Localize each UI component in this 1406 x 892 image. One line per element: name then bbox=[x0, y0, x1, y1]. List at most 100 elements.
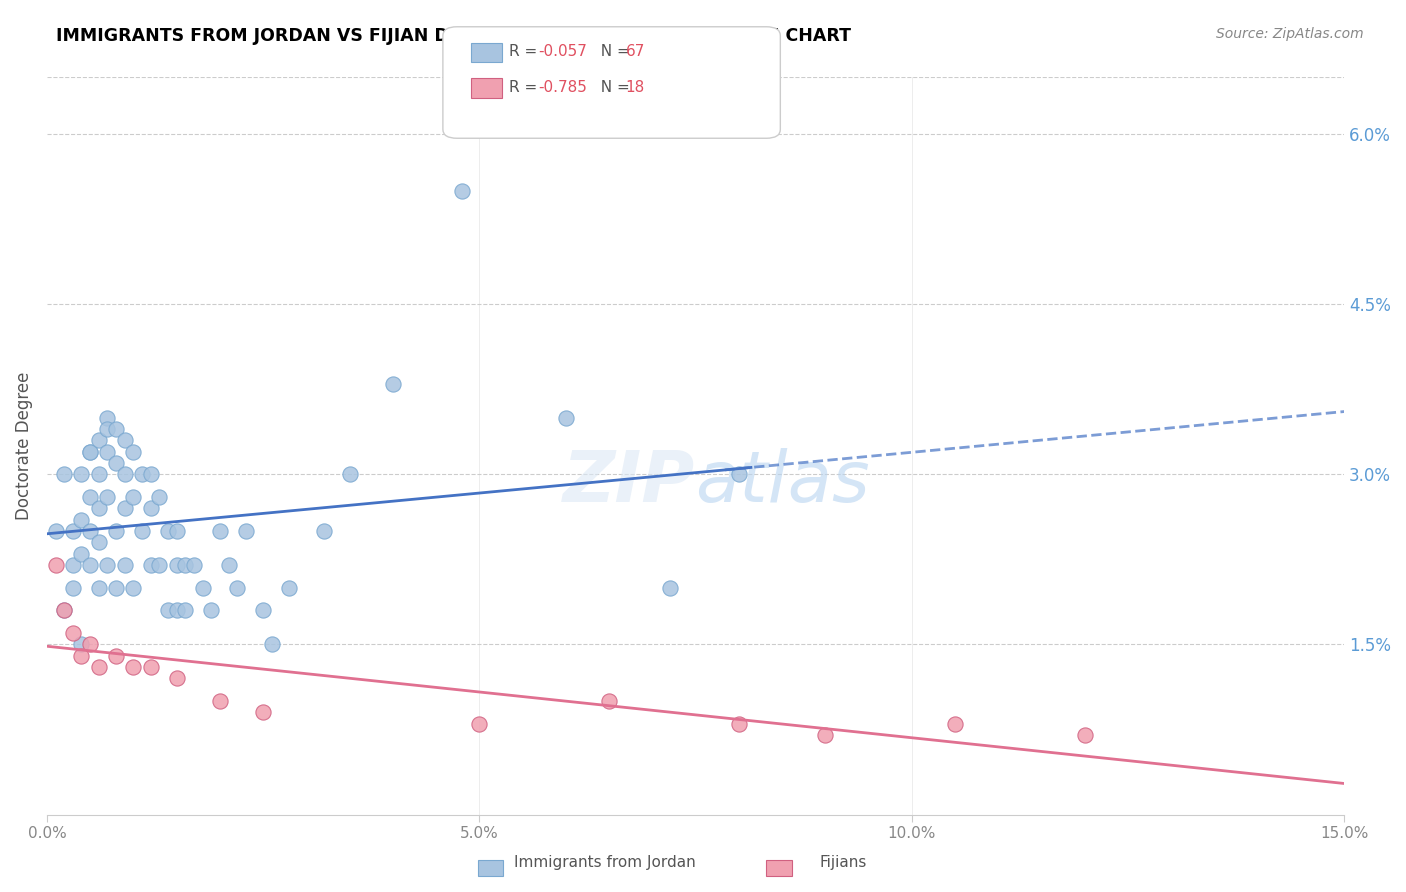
Point bbox=[79, 558, 101, 572]
Point bbox=[96, 422, 118, 436]
Point bbox=[105, 456, 128, 470]
Point bbox=[122, 444, 145, 458]
Point bbox=[53, 603, 76, 617]
Point bbox=[114, 501, 136, 516]
Text: 67: 67 bbox=[626, 45, 645, 59]
Point bbox=[122, 581, 145, 595]
Point bbox=[727, 716, 749, 731]
Point bbox=[87, 434, 110, 448]
Point bbox=[139, 501, 162, 516]
Point bbox=[114, 467, 136, 482]
Point bbox=[156, 524, 179, 538]
Point bbox=[148, 558, 170, 572]
Point bbox=[166, 672, 188, 686]
Point bbox=[200, 603, 222, 617]
Point bbox=[122, 660, 145, 674]
Point bbox=[62, 626, 84, 640]
Point bbox=[79, 524, 101, 538]
Text: ZIP: ZIP bbox=[564, 449, 696, 517]
Point bbox=[122, 490, 145, 504]
Point bbox=[658, 581, 681, 595]
Point bbox=[96, 490, 118, 504]
Point bbox=[70, 513, 93, 527]
Point bbox=[174, 558, 197, 572]
Point bbox=[148, 490, 170, 504]
Point bbox=[183, 558, 205, 572]
Point bbox=[70, 637, 93, 651]
Point bbox=[105, 648, 128, 663]
Text: IMMIGRANTS FROM JORDAN VS FIJIAN DOCTORATE DEGREE CORRELATION CHART: IMMIGRANTS FROM JORDAN VS FIJIAN DOCTORA… bbox=[56, 27, 851, 45]
Text: R =: R = bbox=[509, 45, 543, 59]
Point bbox=[105, 581, 128, 595]
Point bbox=[166, 558, 188, 572]
Point bbox=[96, 558, 118, 572]
Point bbox=[70, 467, 93, 482]
Point bbox=[278, 581, 301, 595]
Point bbox=[208, 524, 231, 538]
Point bbox=[114, 434, 136, 448]
Point bbox=[139, 467, 162, 482]
Point bbox=[53, 467, 76, 482]
Point bbox=[814, 728, 837, 742]
Point bbox=[191, 581, 214, 595]
Point bbox=[1073, 728, 1095, 742]
Point bbox=[105, 422, 128, 436]
Point bbox=[70, 547, 93, 561]
Point bbox=[451, 184, 474, 198]
Y-axis label: Doctorate Degree: Doctorate Degree bbox=[15, 372, 32, 520]
Point bbox=[381, 376, 404, 391]
Point bbox=[131, 467, 153, 482]
Point bbox=[87, 581, 110, 595]
Text: Immigrants from Jordan: Immigrants from Jordan bbox=[513, 855, 696, 870]
Point bbox=[114, 558, 136, 572]
Point bbox=[598, 694, 620, 708]
Point bbox=[62, 581, 84, 595]
Point bbox=[87, 467, 110, 482]
Point bbox=[139, 660, 162, 674]
Point bbox=[312, 524, 335, 538]
Point bbox=[96, 410, 118, 425]
Text: N =: N = bbox=[591, 80, 634, 95]
Point bbox=[62, 524, 84, 538]
Point bbox=[87, 660, 110, 674]
Point bbox=[79, 637, 101, 651]
Point bbox=[87, 501, 110, 516]
Point bbox=[45, 558, 67, 572]
Point bbox=[105, 524, 128, 538]
Point bbox=[62, 558, 84, 572]
Point bbox=[260, 637, 283, 651]
Text: Source: ZipAtlas.com: Source: ZipAtlas.com bbox=[1216, 27, 1364, 41]
Text: -0.057: -0.057 bbox=[538, 45, 588, 59]
Point bbox=[252, 603, 274, 617]
Text: R =: R = bbox=[509, 80, 543, 95]
Point bbox=[166, 524, 188, 538]
Point bbox=[166, 603, 188, 617]
Point bbox=[79, 444, 101, 458]
Point bbox=[70, 648, 93, 663]
Point bbox=[79, 490, 101, 504]
Point bbox=[252, 706, 274, 720]
Text: atlas: atlas bbox=[696, 449, 870, 517]
Point bbox=[727, 467, 749, 482]
Text: N =: N = bbox=[591, 45, 634, 59]
Point bbox=[468, 716, 491, 731]
Point bbox=[45, 524, 67, 538]
Point bbox=[53, 603, 76, 617]
Text: Fijians: Fijians bbox=[820, 855, 868, 870]
Point bbox=[174, 603, 197, 617]
Point bbox=[79, 444, 101, 458]
Point bbox=[96, 444, 118, 458]
Point bbox=[87, 535, 110, 549]
Point bbox=[554, 410, 576, 425]
Point bbox=[226, 581, 249, 595]
Point bbox=[208, 694, 231, 708]
Point bbox=[156, 603, 179, 617]
Point bbox=[131, 524, 153, 538]
Point bbox=[943, 716, 966, 731]
Point bbox=[235, 524, 257, 538]
Point bbox=[339, 467, 361, 482]
Point bbox=[218, 558, 240, 572]
Text: 18: 18 bbox=[626, 80, 645, 95]
Text: -0.785: -0.785 bbox=[538, 80, 588, 95]
Point bbox=[139, 558, 162, 572]
